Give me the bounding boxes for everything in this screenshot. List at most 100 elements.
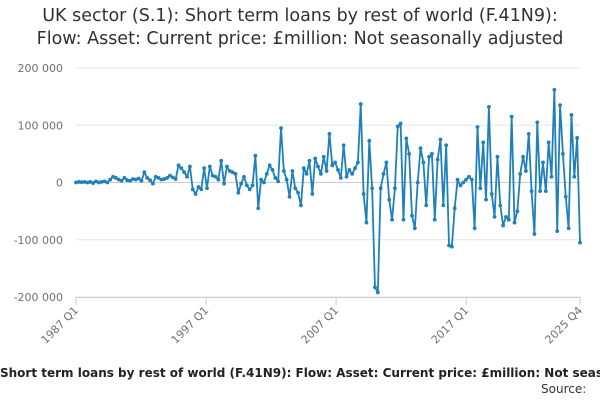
data-point-97 xyxy=(350,172,355,176)
data-point-165 xyxy=(543,189,548,193)
source-label: Source: xyxy=(541,382,587,396)
data-point-61 xyxy=(247,187,252,192)
data-point-137 xyxy=(464,177,468,182)
data-point-20 xyxy=(131,177,135,181)
data-point-172 xyxy=(563,194,568,199)
data-point-18 xyxy=(125,178,130,183)
data-point-1 xyxy=(76,180,81,184)
data-point-53 xyxy=(225,164,229,169)
data-point-72 xyxy=(279,126,283,131)
data-point-78 xyxy=(296,190,300,195)
data-point-87 xyxy=(321,154,326,159)
data-point-47 xyxy=(207,164,212,169)
x-tick-label-2: 2007 Q1 xyxy=(299,304,342,347)
data-point-105 xyxy=(373,285,377,290)
data-point-32 xyxy=(165,176,170,180)
data-point-101 xyxy=(361,192,366,196)
data-point-22 xyxy=(136,176,141,181)
data-point-41 xyxy=(190,187,195,192)
data-point-21 xyxy=(133,177,138,182)
data-point-3 xyxy=(82,180,87,184)
data-point-110 xyxy=(387,197,392,202)
data-point-8 xyxy=(96,180,101,185)
data-point-147 xyxy=(492,214,497,219)
data-point-29 xyxy=(156,176,161,180)
data-point-11 xyxy=(105,180,110,185)
data-point-118 xyxy=(410,213,414,218)
data-point-142 xyxy=(478,186,483,191)
data-point-86 xyxy=(318,172,323,176)
data-point-98 xyxy=(353,166,357,171)
data-point-161 xyxy=(532,232,537,236)
data-point-120 xyxy=(415,180,420,185)
data-point-84 xyxy=(313,156,318,161)
data-point-158 xyxy=(524,169,528,173)
data-point-145 xyxy=(486,105,491,109)
data-point-109 xyxy=(384,160,389,165)
data-point-166 xyxy=(546,140,551,145)
data-point-6 xyxy=(91,181,95,185)
data-point-64 xyxy=(256,206,261,211)
data-point-177 xyxy=(578,240,582,245)
data-point-139 xyxy=(469,177,474,182)
chart-title: UK sector (S.1): Short term loans by res… xyxy=(0,5,600,51)
data-point-58 xyxy=(239,181,244,186)
legend-entry: Short term loans by rest of world (F.41N… xyxy=(0,366,600,380)
data-point-80 xyxy=(301,166,306,171)
data-point-135 xyxy=(458,183,463,188)
data-point-171 xyxy=(561,151,565,156)
data-point-51 xyxy=(219,158,224,163)
data-point-130 xyxy=(444,143,449,148)
data-point-115 xyxy=(401,217,406,222)
data-point-17 xyxy=(122,176,127,180)
data-point-52 xyxy=(222,181,226,186)
data-point-25 xyxy=(145,176,150,180)
data-point-96 xyxy=(347,168,352,172)
data-point-154 xyxy=(512,220,517,225)
data-point-163 xyxy=(538,189,543,193)
data-point-175 xyxy=(572,174,577,179)
data-point-107 xyxy=(378,186,383,191)
data-point-167 xyxy=(549,174,554,179)
data-point-148 xyxy=(495,154,500,159)
data-point-12 xyxy=(108,177,113,182)
data-point-92 xyxy=(336,168,340,172)
data-point-123 xyxy=(424,203,429,208)
data-point-9 xyxy=(99,180,104,184)
chart-title-line-1: UK sector (S.1): Short term loans by res… xyxy=(42,6,558,26)
data-point-111 xyxy=(390,217,394,222)
data-point-44 xyxy=(199,187,204,192)
data-point-42 xyxy=(193,192,198,196)
data-point-73 xyxy=(281,169,286,173)
data-point-138 xyxy=(467,174,471,179)
data-point-113 xyxy=(395,124,400,129)
data-point-14 xyxy=(113,176,118,180)
data-point-133 xyxy=(452,206,457,211)
data-point-37 xyxy=(179,166,184,171)
data-point-2 xyxy=(79,180,84,185)
data-point-83 xyxy=(310,192,315,196)
x-tick-label-4: 2025 Q4 xyxy=(543,304,586,347)
data-point-16 xyxy=(119,178,124,183)
data-point-164 xyxy=(541,160,545,165)
data-point-54 xyxy=(227,169,232,173)
data-point-7 xyxy=(94,179,98,184)
data-point-71 xyxy=(276,179,281,184)
data-point-30 xyxy=(159,177,164,182)
data-point-150 xyxy=(501,223,506,228)
data-point-81 xyxy=(304,172,309,176)
data-point-134 xyxy=(455,177,460,182)
data-point-129 xyxy=(441,203,446,208)
data-point-24 xyxy=(142,170,147,175)
data-point-40 xyxy=(188,164,192,169)
data-point-153 xyxy=(509,114,514,119)
data-point-159 xyxy=(526,131,531,136)
data-point-13 xyxy=(111,174,115,179)
data-point-19 xyxy=(128,178,133,183)
data-point-70 xyxy=(273,176,278,180)
data-point-66 xyxy=(262,180,266,185)
data-point-26 xyxy=(148,178,152,183)
data-point-151 xyxy=(504,214,508,219)
data-point-45 xyxy=(202,166,207,171)
